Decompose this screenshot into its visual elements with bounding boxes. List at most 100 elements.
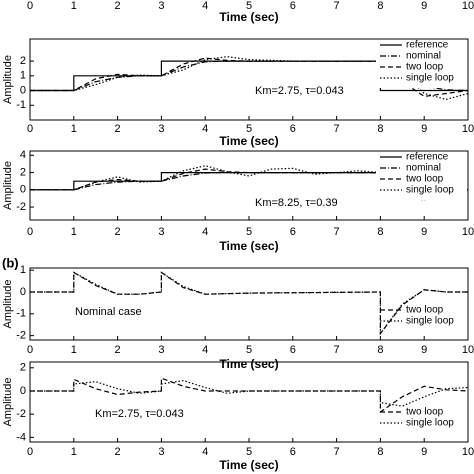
x-tick-label: 5	[246, 446, 252, 458]
legend-label: single loop	[406, 73, 454, 84]
x-tick-label: 0	[27, 0, 33, 12]
y-tick-label: 0	[20, 286, 26, 298]
x-tick-label: 6	[290, 446, 296, 458]
x-tick-label: 2	[115, 0, 121, 12]
y-tick-label: -1	[16, 99, 26, 111]
legend-label: two loop	[406, 407, 444, 418]
x-tick-label: 7	[334, 226, 340, 238]
series-line	[30, 271, 468, 336]
x-tick-label: 3	[158, 226, 164, 238]
plot-frame	[29, 38, 469, 121]
x-tick-label: 2	[115, 446, 121, 458]
x-tick-label: 9	[421, 344, 427, 356]
x-tick-label: 4	[202, 123, 208, 135]
x-tick-label: 9	[421, 0, 427, 12]
x-tick-label: 9	[421, 226, 427, 238]
x-tick-label: 9	[421, 446, 427, 458]
y-axis-label: Amplitude	[2, 280, 14, 329]
y-tick-label: -2	[16, 408, 26, 420]
x-tick-label: 4	[202, 446, 208, 458]
legend-label: two loop	[406, 174, 444, 185]
x-tick-label: 5	[246, 123, 252, 135]
y-tick-label: 0	[20, 385, 26, 397]
y-tick-label: -1	[16, 308, 26, 320]
x-tick-label: 3	[158, 123, 164, 135]
x-tick-label: 2	[115, 226, 121, 238]
x-axis-label: Time (sec)	[219, 10, 278, 24]
y-tick-label: 0	[20, 184, 26, 196]
y-tick-label: 4	[20, 149, 26, 161]
plot-frame	[29, 267, 469, 341]
x-tick-label: 10	[462, 344, 474, 356]
x-tick-label: 4	[202, 0, 208, 12]
legend-label: single loop	[406, 185, 454, 196]
x-tick-label: 0	[27, 446, 33, 458]
y-tick-label: 1	[20, 70, 26, 82]
y-axis-label: Amplitude	[2, 378, 14, 427]
legend-box	[376, 40, 467, 88]
x-tick-label: 0	[27, 226, 33, 238]
y-tick-label: -4	[16, 431, 26, 443]
series-line	[30, 377, 469, 414]
x-tick-label: 8	[377, 0, 383, 12]
x-tick-label: 1	[71, 446, 77, 458]
series-line	[30, 56, 469, 101]
legend-box	[376, 152, 467, 200]
x-tick-label: 5	[246, 0, 252, 12]
x-tick-label: 6	[290, 0, 296, 12]
x-tick-label: 4	[202, 344, 208, 356]
x-axis-label: Time (sec)	[219, 239, 278, 253]
x-tick-label: 6	[290, 344, 296, 356]
annotation: Nominal case	[75, 306, 142, 318]
x-tick-label: 8	[377, 344, 383, 356]
x-tick-label: 6	[290, 123, 296, 135]
legend-label: two loop	[406, 62, 444, 73]
x-tick-label: 8	[377, 226, 383, 238]
x-axis-label: Time (sec)	[219, 134, 278, 148]
x-tick-label: 7	[334, 446, 340, 458]
y-axis-label: Amplitude	[2, 55, 14, 104]
y-tick-label: 2	[20, 362, 26, 374]
annotation: Km=8.25, τ=0.39	[255, 197, 338, 209]
x-tick-label: 10	[462, 0, 474, 12]
x-tick-label: 8	[377, 446, 383, 458]
x-tick-label: 7	[334, 344, 340, 356]
x-tick-label: 5	[246, 226, 252, 238]
x-tick-label: 10	[462, 446, 474, 458]
legend-label: nominal	[406, 51, 441, 62]
legend-label: nominal	[406, 163, 441, 174]
x-tick-label: 5	[246, 344, 252, 356]
legend-label: reference	[406, 152, 449, 163]
y-tick-label: -2	[16, 330, 26, 342]
plot-frame	[29, 361, 469, 443]
x-tick-label: 1	[71, 226, 77, 238]
x-tick-label: 4	[202, 226, 208, 238]
x-tick-label: 3	[158, 446, 164, 458]
y-tick-label: 1	[20, 264, 26, 276]
y-tick-label: 0	[20, 84, 26, 96]
legend-label: reference	[406, 40, 449, 51]
x-tick-label: 9	[421, 123, 427, 135]
x-tick-label: 3	[158, 344, 164, 356]
y-tick-label: 2	[20, 166, 26, 178]
x-tick-label: 0	[27, 344, 33, 356]
x-tick-label: 1	[71, 344, 77, 356]
x-axis-label: Time (sec)	[219, 458, 278, 472]
panel-label: (b)	[2, 255, 19, 270]
annotation: Km=2.75, τ=0.043	[255, 85, 344, 97]
x-tick-label: 8	[377, 123, 383, 135]
y-axis-label: Amplitude	[2, 161, 14, 210]
annotation: Km=2.75, τ=0.043	[95, 408, 184, 420]
x-tick-label: 7	[334, 0, 340, 12]
x-tick-label: 10	[462, 123, 474, 135]
x-tick-label: 1	[71, 123, 77, 135]
legend-label: single loop	[406, 418, 454, 429]
x-axis-label: Time (sec)	[219, 357, 278, 371]
legend-label: two loop	[406, 305, 444, 316]
x-tick-label: 2	[115, 344, 121, 356]
x-tick-label: 2	[115, 123, 121, 135]
y-tick-label: -2	[16, 201, 26, 213]
plot-frame	[29, 150, 469, 221]
x-tick-label: 10	[462, 226, 474, 238]
